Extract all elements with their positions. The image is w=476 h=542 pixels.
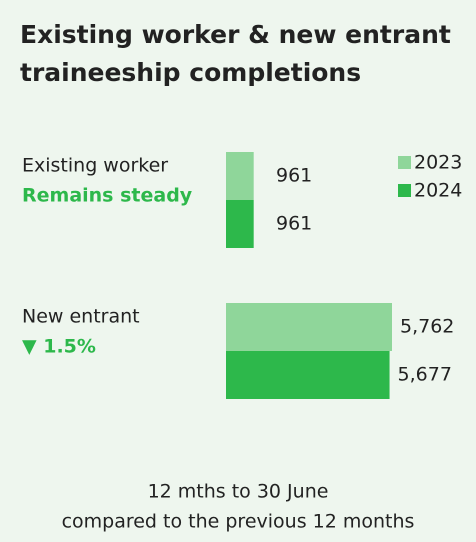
legend-label: 2024 [414,180,462,202]
annotation: ▼ 1.5% [22,336,96,358]
legend-swatch [398,184,411,197]
value-label: 5,762 [400,316,454,338]
category-label: New entrant [22,306,140,328]
category-label: Existing worker [22,155,168,177]
value-label: 961 [276,165,312,187]
annotation: Remains steady [22,185,193,207]
value-label: 5,677 [398,364,452,386]
value-label: 961 [276,213,312,235]
legend-label: 2023 [414,152,462,174]
chart-title: traineeship completions [20,58,361,87]
footer: compared to the previous 12 months [62,511,415,533]
legend-swatch [398,156,411,169]
chart-title: Existing worker & new entrant [20,20,451,49]
bar [226,200,254,248]
bar [226,351,390,399]
bar [226,152,254,200]
footer: 12 mths to 30 June [148,481,329,503]
bar [226,303,392,351]
